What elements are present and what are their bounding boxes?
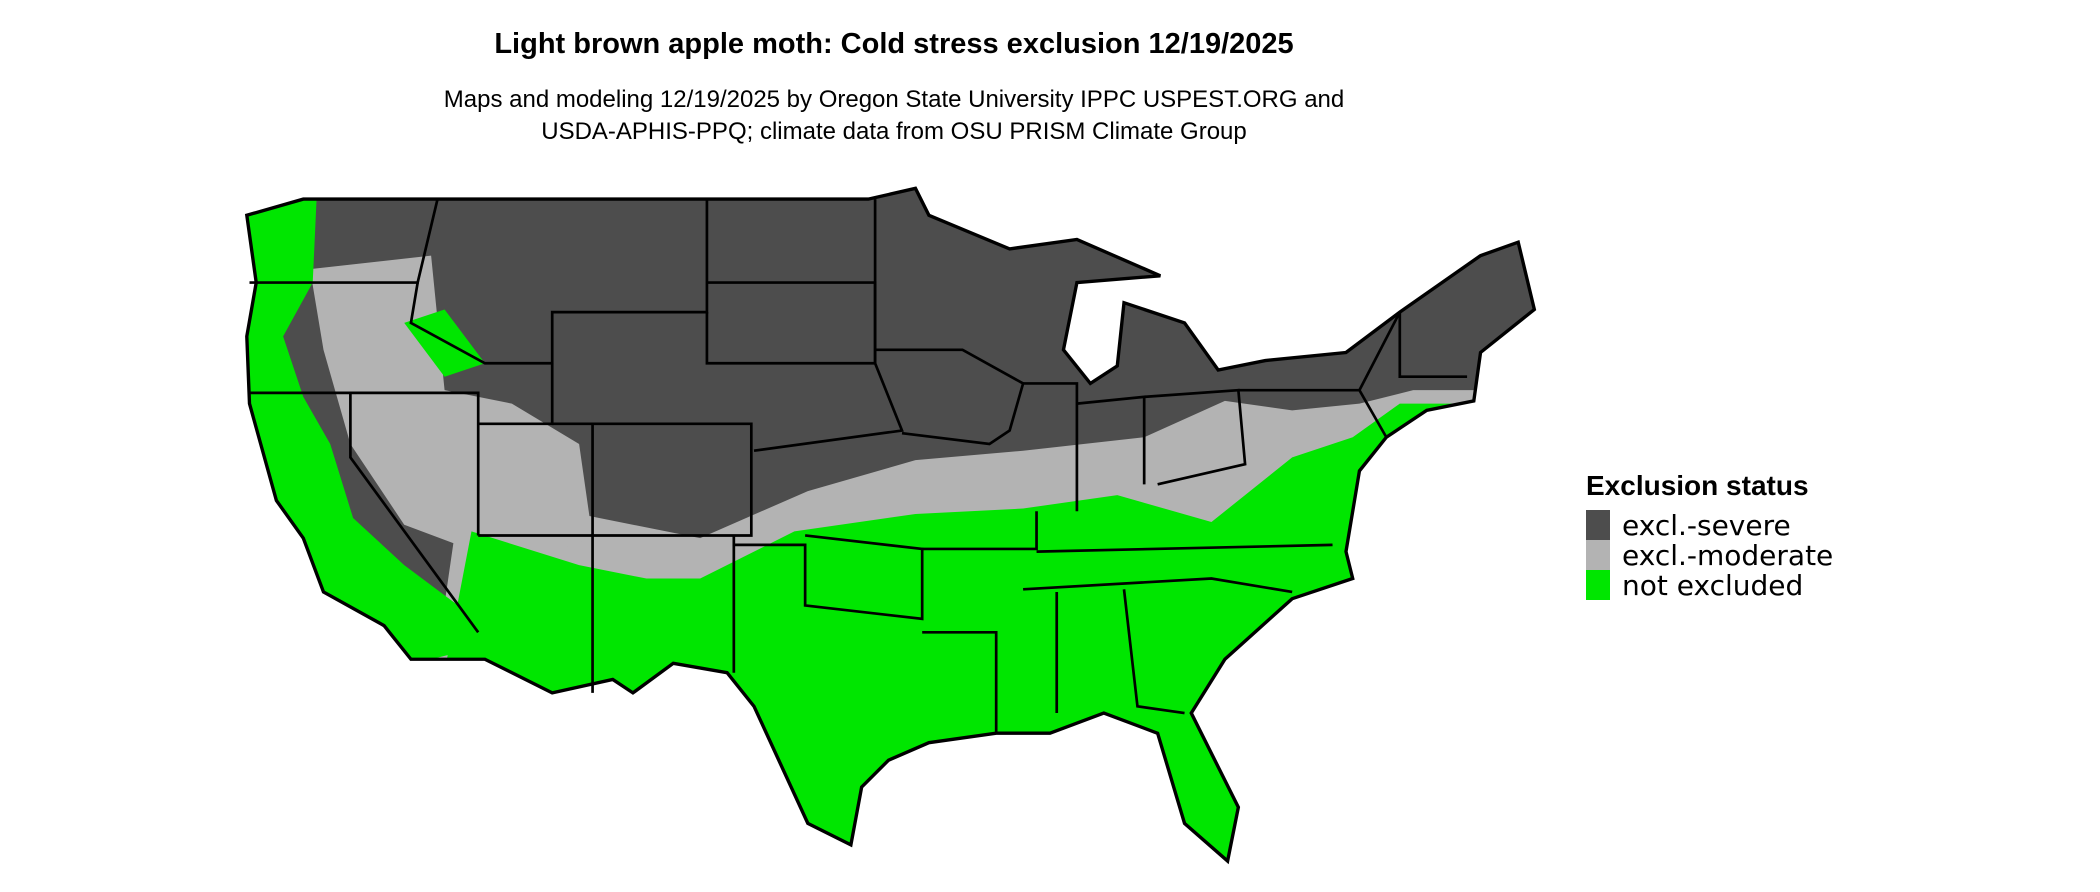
legend-label: excl.-severe	[1622, 508, 1791, 542]
subtitle-line: USDA-APHIS-PPQ; climate data from OSU PR…	[541, 118, 1247, 145]
legend-title: Exclusion status	[1586, 470, 1809, 501]
legend-item-not-excluded: not excluded	[1586, 568, 1833, 602]
state-borders	[249, 197, 1468, 734]
legend-label: not excluded	[1622, 568, 1804, 602]
legend-item-excl-moderate: excl.-moderate	[1586, 538, 1834, 572]
region-not-excluded-idaho	[404, 309, 485, 377]
legend-label: excl.-moderate	[1622, 538, 1834, 572]
legend-swatch	[1586, 570, 1610, 600]
legend-swatch	[1586, 510, 1610, 540]
legend: Exclusion status excl.-severe excl.-mode…	[1586, 470, 1834, 602]
map-subtitle: Maps and modeling 12/19/2025 by Oregon S…	[0, 84, 1788, 148]
subtitle-line: Maps and modeling 12/19/2025 by Oregon S…	[443, 86, 1345, 113]
map-title: Light brown apple moth: Cold stress excl…	[494, 28, 1294, 60]
legend-item-excl-severe: excl.-severe	[1586, 508, 1833, 542]
region-excl-moderate-west	[310, 255, 593, 566]
legend-swatch	[1586, 540, 1610, 570]
